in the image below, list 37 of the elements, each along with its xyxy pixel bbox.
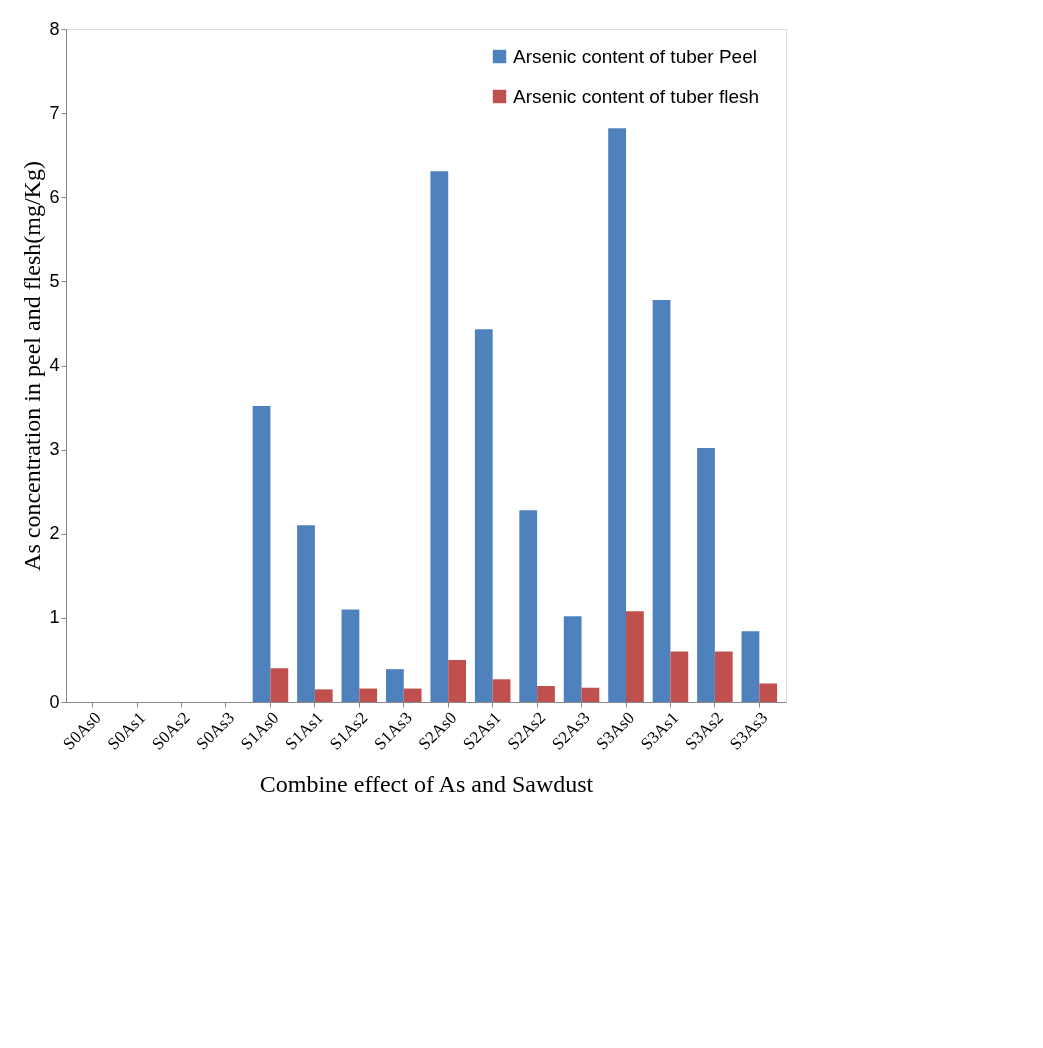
y-tick-label: 6 <box>49 186 60 207</box>
bar <box>670 651 689 702</box>
bar <box>252 405 271 702</box>
y-tick-label: 1 <box>49 607 60 628</box>
legend-label: Arsenic content of tuber flesh <box>513 85 760 107</box>
bar <box>314 689 333 702</box>
y-tick-label: 4 <box>49 355 60 375</box>
bar <box>581 687 600 702</box>
bar <box>563 616 582 702</box>
y-tick-label: 8 <box>49 18 60 39</box>
y-tick-label: 3 <box>49 439 60 460</box>
y-tick-label: 7 <box>49 102 60 123</box>
bar <box>626 611 644 702</box>
bar <box>341 609 360 702</box>
bar <box>386 669 404 702</box>
bar <box>608 128 626 702</box>
legend-label: Arsenic content of tuber Peel <box>513 45 757 67</box>
y-tick-label: 2 <box>49 523 60 544</box>
bar <box>297 525 315 702</box>
y-tick-label: 0 <box>49 691 60 712</box>
bar <box>519 510 538 702</box>
y-tick-label: 5 <box>49 270 60 291</box>
bar <box>741 631 760 702</box>
bar <box>474 329 493 702</box>
bar <box>714 651 733 702</box>
bar <box>448 659 466 702</box>
bar <box>537 686 555 702</box>
bar <box>403 688 422 702</box>
bar <box>652 299 671 702</box>
bar <box>492 679 511 702</box>
y-axis-title: As concentration in peel and flesh(mg/Kg) <box>19 161 46 571</box>
x-axis-title: Combine effect of As and Sawdust <box>259 770 594 797</box>
bar <box>759 683 778 702</box>
bar <box>270 668 289 702</box>
bar <box>697 447 715 702</box>
bar <box>359 688 378 702</box>
bar <box>430 171 449 702</box>
